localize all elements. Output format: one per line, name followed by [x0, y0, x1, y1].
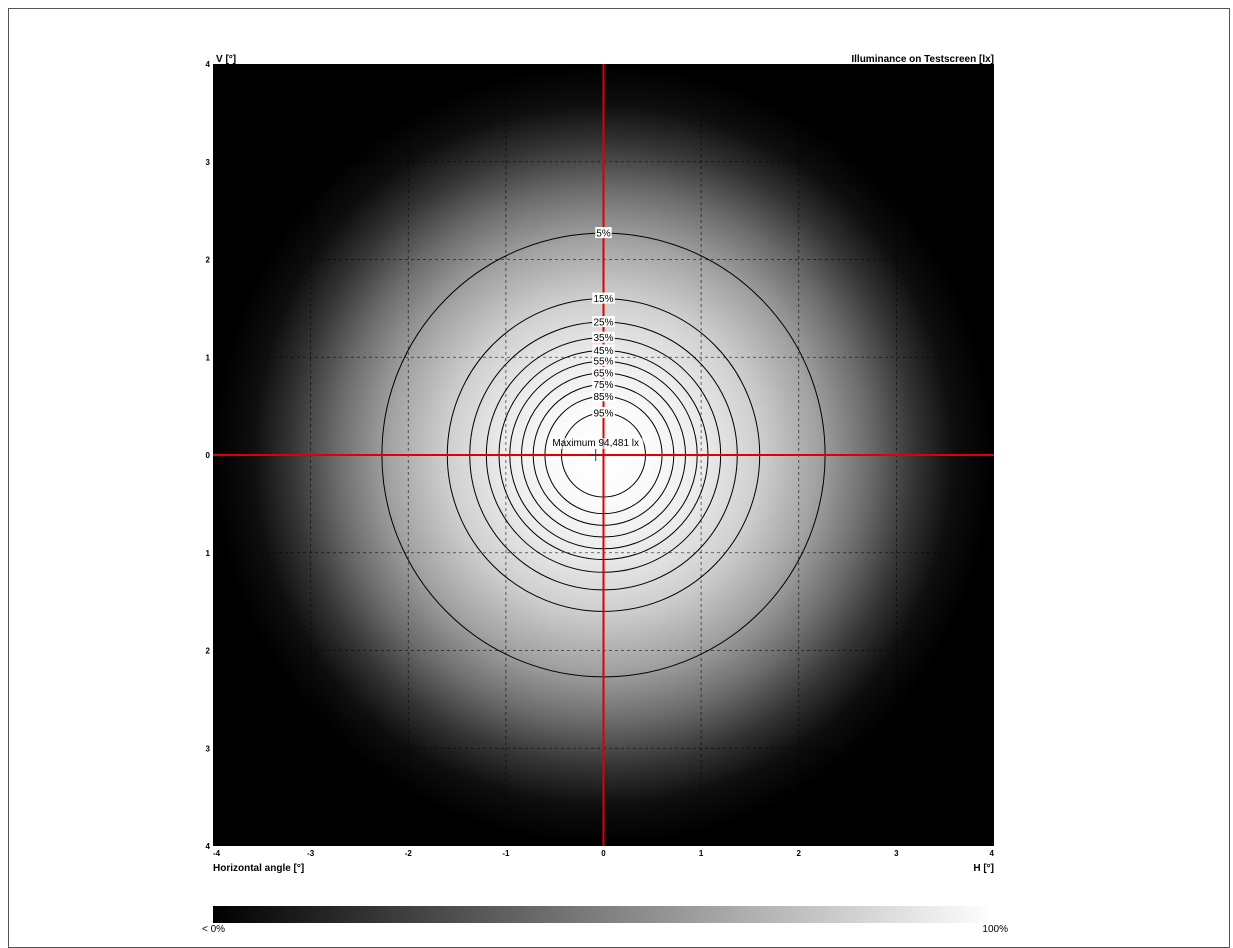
- x-tick-label: 3: [894, 849, 899, 858]
- contour-label-95: 95%: [593, 408, 613, 419]
- contour-label-bg: [592, 378, 615, 390]
- y-tick-label: 1: [206, 353, 211, 362]
- chart-title: Illuminance on Testscreen [lx]: [851, 54, 994, 65]
- x-axis-unit-label: H [°]: [973, 863, 994, 874]
- y-tick-label: 0: [206, 451, 211, 460]
- y-tick-label: 4: [206, 60, 211, 69]
- contour-labels: 5% 15% 25% 35% 45%55%65%75%85% 95%: [592, 227, 615, 419]
- contour-label-5: 5%: [596, 229, 611, 240]
- plot-area: 5% 15% 25% 35% 45%55%65%75%85% 95% Maximum 94…: [213, 64, 994, 846]
- x-tick-label: 1: [699, 849, 704, 858]
- y-tick-label: 4: [206, 842, 211, 851]
- y-tick-label: 3: [206, 744, 211, 753]
- y-tick-label: 3: [206, 158, 211, 167]
- contour-label-bg: [592, 406, 615, 418]
- x-tick-label: 4: [990, 849, 995, 858]
- contour-label-bg: [592, 355, 615, 367]
- colorbar-max-label: 100%: [982, 924, 1008, 935]
- y-tick-label: 1: [206, 549, 211, 558]
- contour-label-55: 55%: [593, 357, 613, 368]
- x-axis-label: Horizontal angle [°]: [213, 863, 304, 874]
- y-axis-label: V [°]: [216, 54, 236, 65]
- y-tick-label: 2: [206, 256, 211, 265]
- contour-label-45: 45%: [593, 346, 613, 357]
- contour-label-85: 85%: [593, 392, 613, 403]
- maximum-label-bg: [547, 438, 644, 449]
- contour-label-bg: [592, 316, 615, 328]
- colorbar-min-label: < 0%: [202, 924, 225, 935]
- contour-label-35: 35%: [593, 333, 613, 344]
- crosshair: [213, 64, 994, 846]
- x-tick-label: -2: [405, 849, 413, 858]
- contour-label-bg: [592, 366, 615, 378]
- contour-label-65: 65%: [593, 368, 613, 379]
- contour-label-bg: [592, 390, 615, 402]
- x-tick-label: 2: [797, 849, 802, 858]
- contour-label-bg: [592, 331, 615, 343]
- contour-label-75: 75%: [593, 380, 613, 391]
- contour-label-bg: [592, 344, 615, 356]
- x-tick-label: -4: [213, 849, 221, 858]
- x-tick-label: -1: [502, 849, 510, 858]
- colorbar: < 0% 100%: [202, 906, 1008, 935]
- contour-label-bg: [595, 227, 612, 239]
- x-tick-label: 0: [601, 849, 606, 858]
- contour-label-25: 25%: [593, 318, 613, 329]
- colorbar-gradient: [213, 906, 994, 923]
- x-tick-label: -3: [307, 849, 315, 858]
- contour-label-15: 15%: [593, 294, 613, 305]
- maximum-label: Maximum 94,481 lx: [552, 438, 639, 449]
- contour-label-bg: [592, 292, 615, 304]
- y-tick-label: 2: [206, 647, 211, 656]
- maximum-marker: Maximum 94,481 lx: [547, 438, 644, 461]
- axis-ticks: -4 -3 -2 -1 0 1 2 3 4 4 3 2 1 0 1 2 3 4: [206, 60, 995, 858]
